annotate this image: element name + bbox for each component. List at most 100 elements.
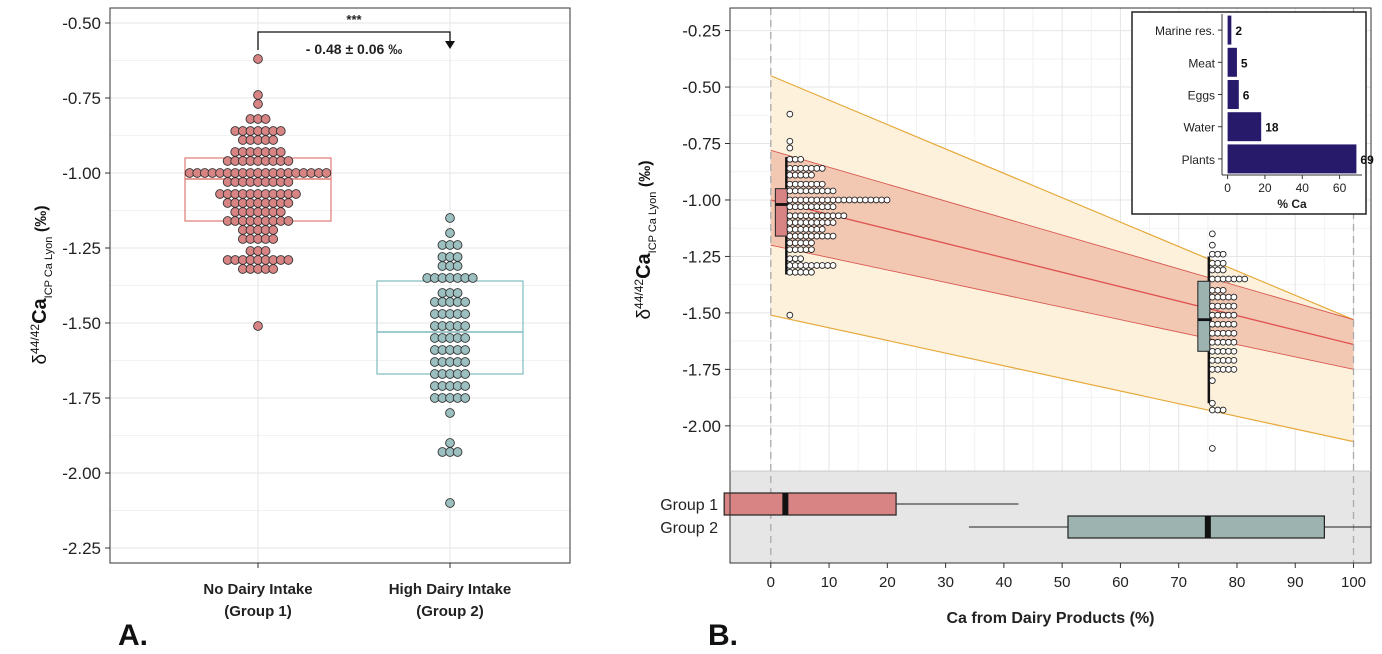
inset-x-tick-label: 0 xyxy=(1224,181,1231,195)
data-point xyxy=(851,196,859,204)
data-point xyxy=(1225,366,1232,373)
data-point xyxy=(824,219,832,226)
data-point xyxy=(1219,266,1227,274)
data-point xyxy=(818,180,826,188)
y-tick-label: -1.50 xyxy=(682,304,721,323)
data-point xyxy=(1214,338,1222,346)
data-point xyxy=(1208,250,1216,258)
data-point xyxy=(802,212,810,220)
data-point xyxy=(797,165,805,172)
data-point xyxy=(1230,329,1238,337)
data-point xyxy=(802,225,810,233)
inset-bar-value: 2 xyxy=(1235,24,1242,38)
data-point xyxy=(872,196,880,204)
data-point xyxy=(808,262,815,269)
data-point xyxy=(1230,338,1238,346)
data-point xyxy=(1208,347,1216,355)
y-tick-label: -1.75 xyxy=(682,360,721,379)
data-point xyxy=(1225,311,1232,319)
data-point xyxy=(818,262,826,269)
data-point xyxy=(460,369,471,379)
data-point xyxy=(1208,311,1216,319)
data-point xyxy=(813,219,821,226)
data-point xyxy=(1214,250,1222,258)
data-point xyxy=(1219,366,1227,373)
data-point xyxy=(802,232,810,240)
data-point xyxy=(1214,347,1222,355)
data-point xyxy=(1219,293,1227,301)
inset-bar-chart: 2 Marine res. 5 Meat 6 Eggs 18 Water 69 Plants 0 20… xyxy=(1131,11,1374,215)
data-point xyxy=(275,126,286,136)
bracket-arrowhead xyxy=(445,41,455,49)
data-point xyxy=(1219,250,1227,258)
y-tick-label: -0.75 xyxy=(62,89,101,108)
data-point xyxy=(1219,356,1227,364)
data-point xyxy=(1230,366,1238,373)
data-point xyxy=(791,219,799,226)
data-point xyxy=(802,180,810,188)
inset-bar-value: 69 xyxy=(1360,153,1374,167)
panel-label: B. xyxy=(708,619,738,652)
data-point xyxy=(797,225,805,233)
data-point xyxy=(1230,347,1238,355)
prediction-band-edge xyxy=(770,314,1354,443)
data-point xyxy=(856,196,864,204)
y-tick-label: -2.00 xyxy=(682,417,721,436)
data-point xyxy=(808,232,815,240)
data-point xyxy=(802,268,810,276)
data-point xyxy=(808,196,815,204)
significance-stars: *** xyxy=(346,12,362,27)
data-point xyxy=(1208,286,1216,294)
h-box-iqr xyxy=(723,492,897,516)
data-point xyxy=(797,268,805,276)
data-point xyxy=(460,345,471,355)
data-point xyxy=(452,261,463,271)
data-point xyxy=(813,225,821,233)
data-point xyxy=(786,311,794,319)
x-category-label: (Group 2) xyxy=(416,603,484,620)
group-label: Group 1 xyxy=(660,497,718,514)
inset-bar-value: 18 xyxy=(1265,121,1279,135)
data-point xyxy=(445,438,455,448)
y-tick-label: -2.25 xyxy=(62,539,101,558)
y-tick-label: -1.25 xyxy=(682,247,721,266)
data-point xyxy=(283,255,294,265)
data-point xyxy=(275,207,286,217)
data-point xyxy=(1208,366,1216,373)
data-point xyxy=(1208,302,1216,310)
data-point xyxy=(452,252,463,262)
data-point xyxy=(802,262,810,269)
regression-fit-line xyxy=(770,199,1354,346)
h-box-iqr xyxy=(1067,515,1325,539)
data-point xyxy=(1208,338,1216,346)
data-point xyxy=(283,198,294,208)
inset-x-tick-label: 60 xyxy=(1333,181,1347,195)
data-point xyxy=(813,232,821,240)
data-point xyxy=(802,219,810,226)
data-point xyxy=(813,187,821,195)
data-point xyxy=(786,180,794,188)
data-point xyxy=(1230,356,1238,364)
data-point xyxy=(791,268,799,276)
data-point xyxy=(268,234,279,244)
box-iqr xyxy=(774,188,788,237)
data-point xyxy=(268,225,279,235)
data-point xyxy=(786,110,794,118)
data-point xyxy=(813,196,821,204)
x-tick-label: 10 xyxy=(821,574,838,591)
data-point xyxy=(786,203,794,211)
y-tick-label: -0.75 xyxy=(682,135,721,154)
data-point xyxy=(829,262,837,269)
data-point xyxy=(1230,275,1238,283)
data-point xyxy=(1230,302,1238,310)
plot-border xyxy=(729,7,1372,564)
data-point xyxy=(797,255,805,263)
data-point xyxy=(797,262,805,269)
data-point xyxy=(1214,356,1222,364)
data-point xyxy=(1225,293,1232,301)
data-point xyxy=(445,498,455,508)
y-tick-label: -1.00 xyxy=(682,191,721,210)
data-point xyxy=(808,187,815,195)
data-point xyxy=(291,189,301,199)
